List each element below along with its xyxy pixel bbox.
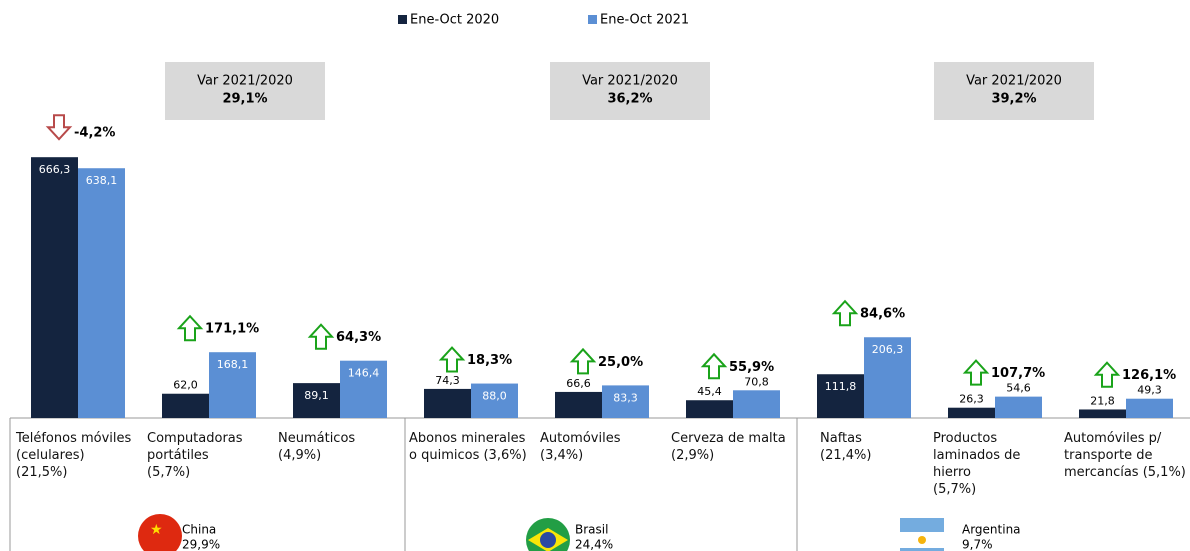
change-label: 107,7% xyxy=(991,366,1045,381)
change-label: 25,0% xyxy=(598,355,643,370)
legend-swatch xyxy=(588,15,597,24)
bar xyxy=(602,385,649,418)
bar xyxy=(340,360,387,418)
var-title: Var 2021/2020 xyxy=(197,74,293,89)
var-value: 36,2% xyxy=(607,92,652,107)
value-label: 66,6 xyxy=(566,377,591,390)
value-label: 26,3 xyxy=(959,393,984,406)
country-share: 24,4% xyxy=(575,538,613,551)
country-share: 9,7% xyxy=(962,538,993,551)
category-label: Productos laminados de hierro (5,7%) xyxy=(933,431,1021,497)
category-label: Neumáticos (4,9%) xyxy=(278,431,356,463)
category-label: Naftas (21,4%) xyxy=(820,431,872,463)
bar xyxy=(293,383,340,418)
bar xyxy=(31,157,78,418)
change-label: 64,3% xyxy=(336,330,381,345)
country-name: China xyxy=(182,523,216,537)
var-title: Var 2021/2020 xyxy=(966,74,1062,89)
bar xyxy=(209,352,256,418)
value-label: 88,0 xyxy=(482,390,507,403)
bar xyxy=(471,383,518,418)
country-name: Argentina xyxy=(962,523,1021,537)
change-arrow xyxy=(438,346,466,373)
bar xyxy=(1126,398,1173,418)
change-arrow xyxy=(962,359,990,386)
change-arrow xyxy=(45,114,73,141)
category-label: Computadoras portátiles (5,7%) xyxy=(147,431,243,480)
country-share: 29,9% xyxy=(182,538,220,551)
svg-text:★: ★ xyxy=(150,522,163,538)
bar xyxy=(424,388,471,418)
legend-swatch xyxy=(398,15,407,24)
category-label: Abonos minerales o quimicos (3,6%) xyxy=(409,431,527,463)
value-label: 89,1 xyxy=(304,389,329,402)
change-arrow xyxy=(307,323,335,350)
category-label: Automóviles (3,4%) xyxy=(540,431,621,463)
value-label: 74,3 xyxy=(435,374,460,387)
value-label: 21,8 xyxy=(1090,394,1115,407)
bar xyxy=(864,337,911,418)
bar xyxy=(995,396,1042,418)
value-label: 45,4 xyxy=(697,385,722,398)
bar xyxy=(948,407,995,418)
value-label: 111,8 xyxy=(825,380,857,393)
change-label: -4,2% xyxy=(74,126,115,141)
change-label: 84,6% xyxy=(860,307,905,322)
bar xyxy=(555,391,602,418)
category-label: Cerveza de malta (2,9%) xyxy=(671,431,786,463)
category-label: Teléfonos móviles (celulares) (21,5%) xyxy=(16,431,132,480)
value-label: 638,1 xyxy=(86,174,118,187)
change-arrow xyxy=(569,347,597,375)
value-label: 206,3 xyxy=(872,343,904,356)
value-label: 70,8 xyxy=(744,375,769,388)
change-arrow xyxy=(831,299,859,327)
change-label: 171,1% xyxy=(205,322,259,337)
change-label: 126,1% xyxy=(1122,368,1176,383)
value-label: 146,4 xyxy=(348,367,380,380)
value-label: 54,6 xyxy=(1006,382,1031,395)
country-name: Brasil xyxy=(575,523,608,537)
value-label: 83,3 xyxy=(613,391,638,404)
value-label: 49,3 xyxy=(1137,384,1162,397)
bar xyxy=(1079,409,1126,418)
change-label: 55,9% xyxy=(729,360,774,375)
var-box xyxy=(550,62,710,120)
var-box xyxy=(165,62,325,120)
bar xyxy=(817,374,864,418)
change-arrow xyxy=(1093,361,1121,388)
bar xyxy=(162,393,209,418)
legend-label: Ene-Oct 2020 xyxy=(410,13,499,28)
category-label: Automóviles p/ transporte de mercancías … xyxy=(1064,431,1186,480)
legend-label: Ene-Oct 2021 xyxy=(600,13,689,28)
change-arrow xyxy=(700,352,728,380)
bar xyxy=(686,400,733,418)
flags: ★ xyxy=(138,514,944,551)
var-title: Var 2021/2020 xyxy=(582,74,678,89)
bar xyxy=(78,168,125,418)
var-box xyxy=(934,62,1094,120)
var-value: 39,2% xyxy=(991,92,1036,107)
change-arrow xyxy=(176,314,204,342)
change-label: 18,3% xyxy=(467,353,512,368)
value-label: 168,1 xyxy=(217,358,249,371)
var-value: 29,1% xyxy=(222,92,267,107)
bar xyxy=(733,390,780,418)
value-label: 666,3 xyxy=(39,163,71,176)
value-label: 62,0 xyxy=(173,379,198,392)
